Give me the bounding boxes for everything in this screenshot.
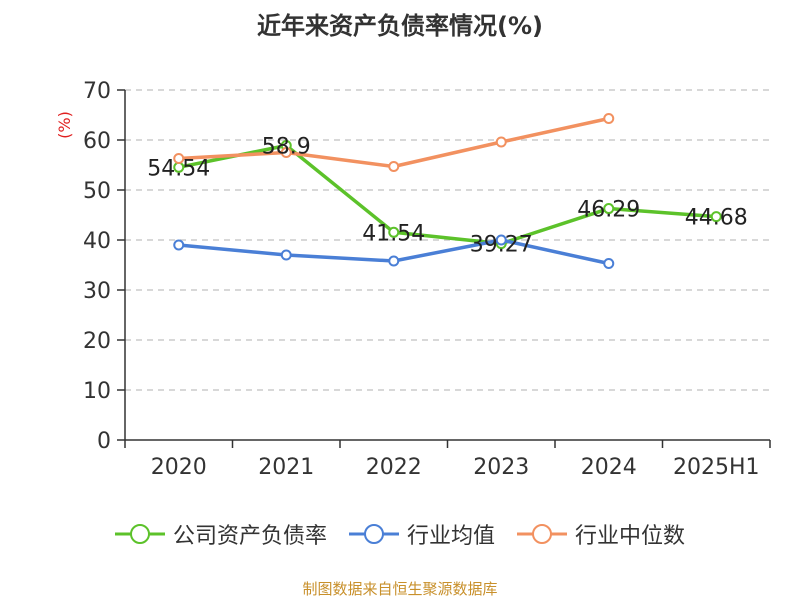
legend-marker <box>532 524 552 544</box>
x-tick-label: 2021 <box>258 455 314 480</box>
chart-title: 近年来资产负债率情况(%) <box>257 12 543 40</box>
data-labels: 54.54 58.9 41.54 39.27 46.29 44.68 <box>147 135 747 258</box>
data-point <box>388 226 400 238</box>
data-point <box>173 239 185 251</box>
grid-lines <box>125 89 770 391</box>
series-lines <box>173 113 722 269</box>
series-line-0 <box>178 143 717 246</box>
legend-item-1[interactable]: 行业均值 <box>348 518 495 550</box>
legend-item-2[interactable]: 行业中位数 <box>517 518 685 550</box>
y-axis-label: (%) <box>55 111 74 139</box>
y-tick-label: 70 <box>83 79 111 104</box>
data-point <box>603 203 615 215</box>
y-tick-label: 20 <box>83 329 111 354</box>
y-tick-label: 40 <box>83 229 111 254</box>
data-point <box>495 234 507 246</box>
x-tick-label: 2023 <box>473 455 529 480</box>
data-point <box>603 258 615 269</box>
data-label: 46.29 <box>577 198 640 223</box>
y-tick-label: 60 <box>83 129 111 154</box>
data-label: 58.9 <box>262 135 311 160</box>
x-tick-label: 2020 <box>151 455 207 480</box>
y-tick-label: 10 <box>83 379 111 404</box>
data-label: 54.54 <box>147 156 210 181</box>
legend-swatch-icon <box>114 524 165 544</box>
legend-item-0[interactable]: 公司资产负债率 <box>114 518 327 550</box>
legend-marker <box>129 524 150 544</box>
x-tick-label: 2022 <box>366 455 422 480</box>
data-point <box>280 249 292 261</box>
data-label: 44.68 <box>685 206 748 231</box>
legend-label: 行业均值 <box>406 524 495 549</box>
x-tick-label: 2024 <box>581 455 637 480</box>
data-point <box>603 113 615 124</box>
legend: 公司资产负债率 行业均值 行业中位数 <box>0 518 800 550</box>
series-line-2 <box>178 116 610 169</box>
legend-marker <box>363 524 384 544</box>
y-tick-label: 0 <box>97 429 111 454</box>
data-point <box>495 136 507 148</box>
legend-swatch-icon <box>517 524 567 544</box>
axes: 0 10 20 30 40 50 60 70 (%) 2020 2021 2022 2023 2024 20… <box>55 79 771 480</box>
data-label: 41.54 <box>362 221 425 246</box>
data-label: 39.27 <box>470 233 533 258</box>
legend-label: 公司资产负债率 <box>172 524 327 549</box>
data-point <box>280 147 292 158</box>
data-point <box>710 211 722 223</box>
legend-label: 行业中位数 <box>575 524 686 549</box>
legend-swatch-icon <box>348 524 399 544</box>
y-tick-label: 30 <box>83 279 111 304</box>
y-tick-label: 50 <box>83 179 111 204</box>
data-point <box>173 153 185 164</box>
source-note: 制图数据来自恒生聚源数据库 <box>302 580 498 598</box>
x-tick-label: 2025H1 <box>673 455 760 480</box>
data-point <box>388 255 400 267</box>
data-point <box>388 161 400 172</box>
